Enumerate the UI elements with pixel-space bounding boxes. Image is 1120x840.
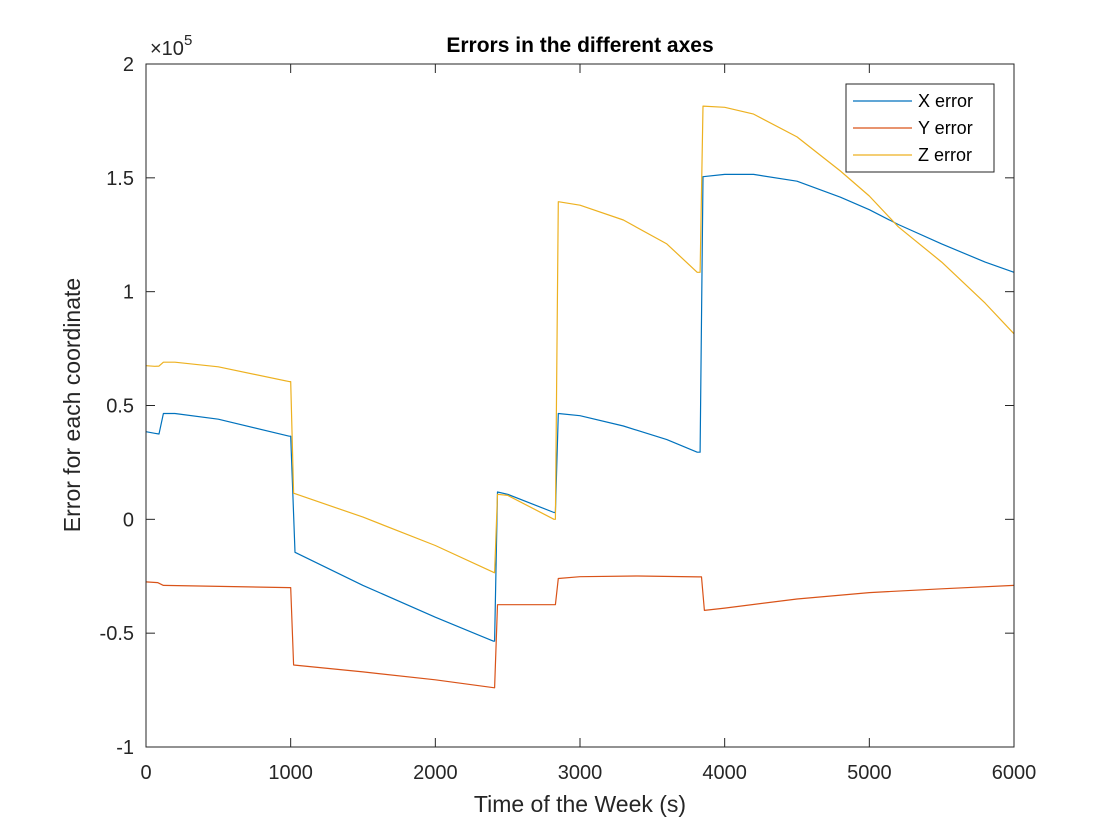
y-tick-label: 1 xyxy=(123,282,134,304)
x-tick-label: 1000 xyxy=(268,762,313,784)
x-tick-label: 3000 xyxy=(558,762,603,784)
y-tick-label: -0.5 xyxy=(100,623,134,645)
y-tick-label: 0.5 xyxy=(106,396,134,418)
y-tick-label: -1 xyxy=(116,737,134,759)
chart-title: Errors in the different axes xyxy=(446,34,713,57)
x-axis-ticks: 0 1000 2000 3000 4000 5000 6000 xyxy=(140,64,1036,784)
y-axis-exponent-multiplier: ×105 xyxy=(150,32,192,60)
legend-label: Y error xyxy=(918,118,973,138)
y-tick-label: 2 xyxy=(123,54,134,76)
series-line-y-error xyxy=(145,575,1015,689)
legend-label: X error xyxy=(918,91,973,111)
x-axis-label: Time of the Week (s) xyxy=(474,791,686,817)
y-tick-label: 1.5 xyxy=(106,168,134,190)
legend-label: Z error xyxy=(918,145,972,165)
series-layer xyxy=(145,105,1015,689)
x-tick-label: 2000 xyxy=(413,762,458,784)
legend: X error Y error Z error xyxy=(845,83,995,173)
y-axis-label: Error for each coordinate xyxy=(59,278,85,532)
series-line-z-error xyxy=(145,105,1015,574)
x-tick-label: 6000 xyxy=(992,762,1037,784)
y-tick-label: 0 xyxy=(123,509,134,531)
y-axis-ticks: -1 -0.5 0 0.5 1 1.5 2 xyxy=(100,54,1014,759)
x-tick-label: 0 xyxy=(140,762,151,784)
x-tick-label: 4000 xyxy=(702,762,747,784)
x-tick-label: 5000 xyxy=(847,762,892,784)
plot-area xyxy=(146,64,1014,747)
